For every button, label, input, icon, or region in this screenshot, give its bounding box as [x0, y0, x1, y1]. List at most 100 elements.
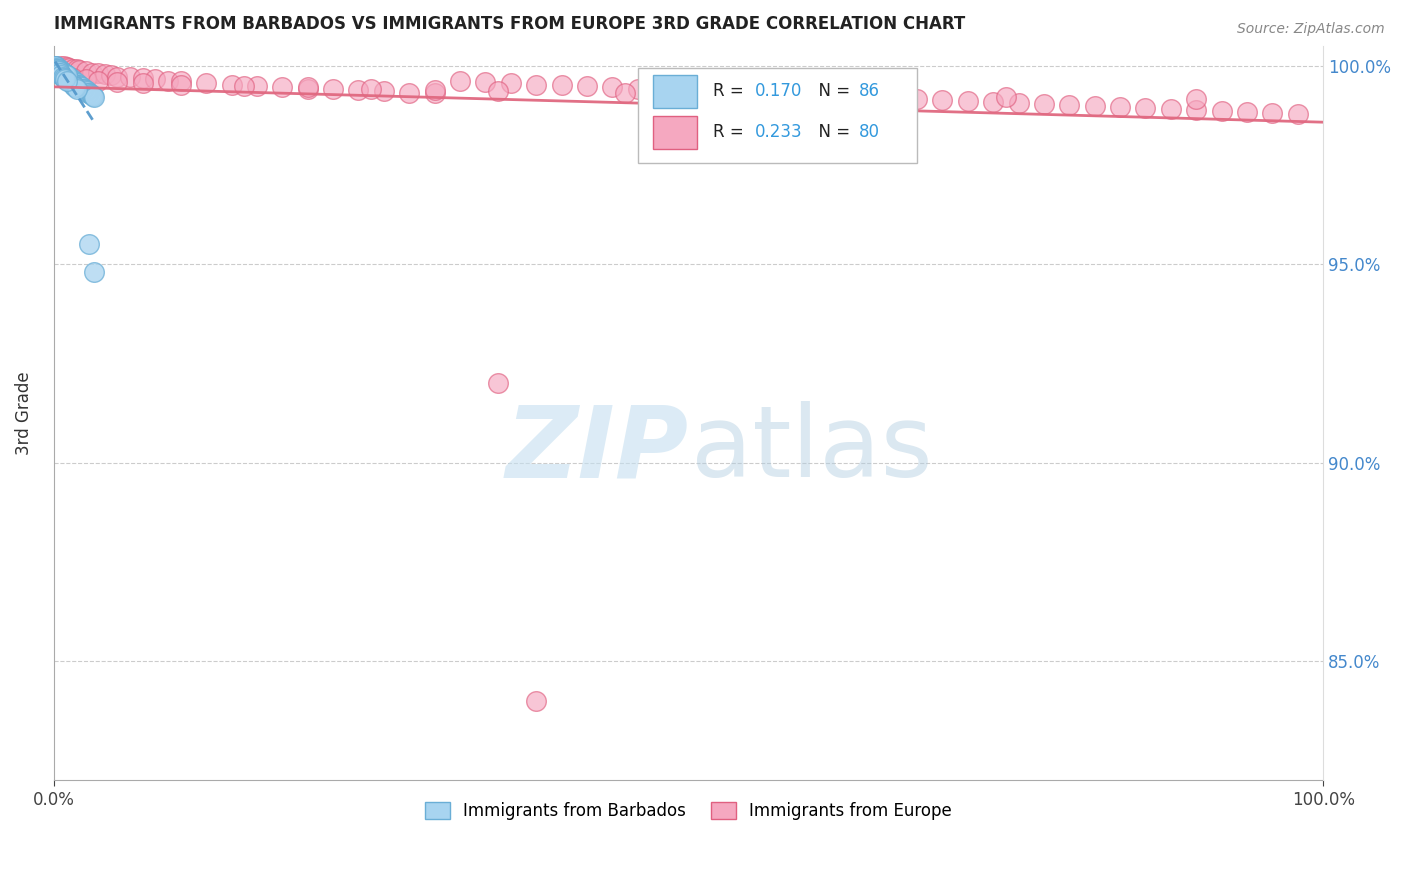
- Point: [145, 72, 167, 87]
- Point: [46, 62, 69, 77]
- Point: [297, 80, 319, 95]
- Point: [45, 61, 67, 75]
- Point: [53, 69, 76, 83]
- Point: [49, 58, 72, 72]
- Point: [486, 84, 509, 98]
- Point: [48, 64, 70, 78]
- Point: [804, 88, 827, 103]
- Point: [73, 82, 96, 96]
- Point: [51, 64, 73, 78]
- Point: [1261, 106, 1284, 120]
- Point: [46, 62, 69, 77]
- Point: [51, 69, 73, 83]
- Point: [87, 66, 110, 80]
- Point: [131, 76, 153, 90]
- Point: [474, 75, 496, 89]
- Point: [63, 74, 86, 88]
- Point: [46, 64, 69, 78]
- Point: [53, 66, 76, 80]
- Point: [53, 67, 76, 81]
- Point: [1084, 99, 1107, 113]
- Point: [981, 95, 1004, 109]
- Point: [44, 59, 66, 73]
- Text: 86: 86: [859, 82, 880, 100]
- Point: [67, 63, 90, 78]
- Point: [170, 78, 193, 92]
- Point: [855, 90, 877, 104]
- Point: [53, 59, 76, 73]
- Point: [931, 94, 953, 108]
- Point: [80, 88, 103, 103]
- Point: [627, 81, 650, 95]
- Point: [322, 82, 344, 96]
- Point: [66, 76, 89, 90]
- Point: [905, 92, 928, 106]
- Point: [360, 82, 382, 96]
- Point: [55, 71, 77, 86]
- Point: [87, 73, 110, 87]
- Point: [48, 65, 70, 79]
- Text: N =: N =: [808, 82, 855, 100]
- Point: [49, 63, 72, 78]
- Point: [157, 73, 180, 87]
- Point: [373, 84, 395, 98]
- Point: [49, 66, 72, 80]
- Point: [56, 72, 79, 87]
- Point: [62, 75, 84, 89]
- Point: [49, 65, 72, 79]
- Point: [51, 64, 73, 78]
- Point: [48, 63, 70, 78]
- Point: [423, 83, 446, 97]
- Point: [46, 62, 69, 76]
- Point: [62, 78, 84, 92]
- Point: [53, 71, 76, 86]
- Point: [55, 69, 77, 83]
- Point: [45, 63, 67, 78]
- Point: [1286, 107, 1309, 121]
- Point: [58, 61, 80, 75]
- Point: [1185, 103, 1208, 117]
- Point: [59, 71, 82, 86]
- Point: [75, 83, 97, 97]
- Point: [45, 58, 67, 72]
- Point: [1211, 104, 1233, 119]
- Point: [602, 80, 624, 95]
- Point: [678, 83, 700, 97]
- Point: [170, 74, 193, 88]
- Point: [82, 89, 104, 103]
- Point: [77, 86, 100, 100]
- Text: atlas: atlas: [690, 401, 932, 499]
- Point: [703, 84, 725, 98]
- Point: [1007, 96, 1029, 111]
- Point: [880, 91, 903, 105]
- Point: [652, 82, 675, 96]
- Point: [347, 83, 370, 97]
- Point: [75, 72, 97, 87]
- Point: [52, 67, 75, 81]
- Point: [66, 62, 89, 77]
- FancyBboxPatch shape: [638, 68, 917, 163]
- Point: [62, 62, 84, 76]
- Point: [67, 78, 90, 92]
- Point: [486, 376, 509, 391]
- Text: IMMIGRANTS FROM BARBADOS VS IMMIGRANTS FROM EUROPE 3RD GRADE CORRELATION CHART: IMMIGRANTS FROM BARBADOS VS IMMIGRANTS F…: [53, 15, 965, 33]
- Point: [246, 79, 269, 94]
- Point: [956, 95, 979, 109]
- Point: [55, 69, 77, 83]
- Text: 0.170: 0.170: [755, 82, 801, 100]
- Text: 80: 80: [859, 123, 880, 141]
- Point: [60, 72, 83, 87]
- Point: [524, 78, 547, 92]
- Point: [728, 86, 751, 100]
- Point: [63, 79, 86, 94]
- Point: [65, 80, 87, 95]
- Point: [83, 90, 105, 104]
- Point: [741, 87, 763, 102]
- Point: [105, 75, 128, 89]
- Point: [118, 70, 141, 85]
- Point: [754, 87, 776, 101]
- Point: [48, 64, 70, 78]
- Point: [868, 88, 890, 103]
- Point: [52, 65, 75, 79]
- Point: [53, 67, 76, 81]
